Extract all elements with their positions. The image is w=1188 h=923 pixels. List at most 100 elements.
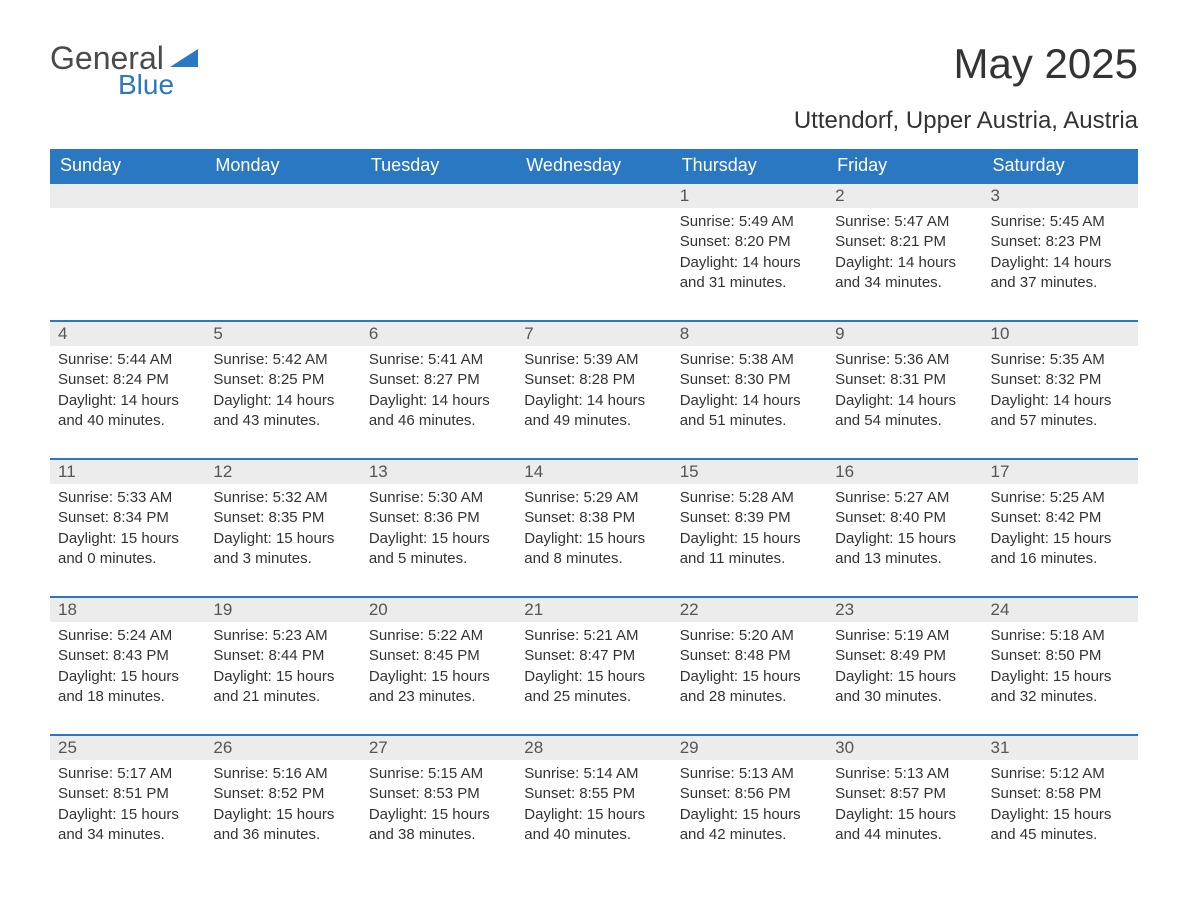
day-details: Sunrise: 5:30 AMSunset: 8:36 PMDaylight:… [361, 484, 516, 575]
day-number: 18 [50, 598, 205, 622]
calendar-day-cell: 24Sunrise: 5:18 AMSunset: 8:50 PMDayligh… [983, 597, 1138, 735]
calendar-day-cell: 18Sunrise: 5:24 AMSunset: 8:43 PMDayligh… [50, 597, 205, 735]
weekday-header: Monday [205, 149, 360, 183]
day-number: 3 [983, 184, 1138, 208]
day-number: 26 [205, 736, 360, 760]
calendar-day-cell: 30Sunrise: 5:13 AMSunset: 8:57 PMDayligh… [827, 735, 982, 873]
day-details: Sunrise: 5:20 AMSunset: 8:48 PMDaylight:… [672, 622, 827, 713]
calendar-week-row: 18Sunrise: 5:24 AMSunset: 8:43 PMDayligh… [50, 597, 1138, 735]
day-details: Sunrise: 5:45 AMSunset: 8:23 PMDaylight:… [983, 208, 1138, 299]
calendar-day-cell: 10Sunrise: 5:35 AMSunset: 8:32 PMDayligh… [983, 321, 1138, 459]
calendar-week-row: 25Sunrise: 5:17 AMSunset: 8:51 PMDayligh… [50, 735, 1138, 873]
day-number: 11 [50, 460, 205, 484]
calendar-day-cell: 8Sunrise: 5:38 AMSunset: 8:30 PMDaylight… [672, 321, 827, 459]
weekday-header-row: SundayMondayTuesdayWednesdayThursdayFrid… [50, 149, 1138, 183]
day-number: 10 [983, 322, 1138, 346]
calendar-day-cell: 3Sunrise: 5:45 AMSunset: 8:23 PMDaylight… [983, 183, 1138, 321]
day-details: Sunrise: 5:47 AMSunset: 8:21 PMDaylight:… [827, 208, 982, 299]
day-number [50, 184, 205, 208]
weekday-header: Wednesday [516, 149, 671, 183]
day-number [516, 184, 671, 208]
day-number: 5 [205, 322, 360, 346]
day-number: 2 [827, 184, 982, 208]
calendar-day-cell: 31Sunrise: 5:12 AMSunset: 8:58 PMDayligh… [983, 735, 1138, 873]
calendar-day-cell: 13Sunrise: 5:30 AMSunset: 8:36 PMDayligh… [361, 459, 516, 597]
day-details: Sunrise: 5:42 AMSunset: 8:25 PMDaylight:… [205, 346, 360, 437]
calendar-day-cell: 26Sunrise: 5:16 AMSunset: 8:52 PMDayligh… [205, 735, 360, 873]
weekday-header: Friday [827, 149, 982, 183]
day-details: Sunrise: 5:32 AMSunset: 8:35 PMDaylight:… [205, 484, 360, 575]
weekday-header: Saturday [983, 149, 1138, 183]
day-number: 22 [672, 598, 827, 622]
day-number: 30 [827, 736, 982, 760]
day-number: 20 [361, 598, 516, 622]
day-number: 6 [361, 322, 516, 346]
day-number: 1 [672, 184, 827, 208]
day-details: Sunrise: 5:19 AMSunset: 8:49 PMDaylight:… [827, 622, 982, 713]
day-details: Sunrise: 5:38 AMSunset: 8:30 PMDaylight:… [672, 346, 827, 437]
day-details [516, 208, 671, 218]
weekday-header: Thursday [672, 149, 827, 183]
calendar-day-cell: 5Sunrise: 5:42 AMSunset: 8:25 PMDaylight… [205, 321, 360, 459]
day-details: Sunrise: 5:12 AMSunset: 8:58 PMDaylight:… [983, 760, 1138, 851]
day-number: 4 [50, 322, 205, 346]
day-number: 29 [672, 736, 827, 760]
day-number: 21 [516, 598, 671, 622]
day-number: 7 [516, 322, 671, 346]
day-details [361, 208, 516, 218]
day-details: Sunrise: 5:33 AMSunset: 8:34 PMDaylight:… [50, 484, 205, 575]
calendar-day-cell: 17Sunrise: 5:25 AMSunset: 8:42 PMDayligh… [983, 459, 1138, 597]
day-number: 31 [983, 736, 1138, 760]
day-number: 23 [827, 598, 982, 622]
calendar-day-cell: 19Sunrise: 5:23 AMSunset: 8:44 PMDayligh… [205, 597, 360, 735]
day-details [50, 208, 205, 218]
calendar-day-cell: 4Sunrise: 5:44 AMSunset: 8:24 PMDaylight… [50, 321, 205, 459]
day-details: Sunrise: 5:27 AMSunset: 8:40 PMDaylight:… [827, 484, 982, 575]
logo-text-blue: Blue [118, 69, 198, 101]
day-number: 27 [361, 736, 516, 760]
weekday-header: Sunday [50, 149, 205, 183]
day-number: 19 [205, 598, 360, 622]
calendar-day-cell [50, 183, 205, 321]
day-number: 25 [50, 736, 205, 760]
page-title: May 2025 [954, 40, 1138, 88]
calendar-week-row: 1Sunrise: 5:49 AMSunset: 8:20 PMDaylight… [50, 183, 1138, 321]
day-details [205, 208, 360, 218]
day-number: 13 [361, 460, 516, 484]
calendar-day-cell: 23Sunrise: 5:19 AMSunset: 8:49 PMDayligh… [827, 597, 982, 735]
calendar-day-cell [205, 183, 360, 321]
day-number [361, 184, 516, 208]
calendar-day-cell: 6Sunrise: 5:41 AMSunset: 8:27 PMDaylight… [361, 321, 516, 459]
day-number: 28 [516, 736, 671, 760]
calendar-week-row: 4Sunrise: 5:44 AMSunset: 8:24 PMDaylight… [50, 321, 1138, 459]
calendar-day-cell: 15Sunrise: 5:28 AMSunset: 8:39 PMDayligh… [672, 459, 827, 597]
calendar-day-cell: 14Sunrise: 5:29 AMSunset: 8:38 PMDayligh… [516, 459, 671, 597]
day-details: Sunrise: 5:14 AMSunset: 8:55 PMDaylight:… [516, 760, 671, 851]
calendar-day-cell: 16Sunrise: 5:27 AMSunset: 8:40 PMDayligh… [827, 459, 982, 597]
calendar-day-cell: 28Sunrise: 5:14 AMSunset: 8:55 PMDayligh… [516, 735, 671, 873]
day-details: Sunrise: 5:41 AMSunset: 8:27 PMDaylight:… [361, 346, 516, 437]
calendar-day-cell: 1Sunrise: 5:49 AMSunset: 8:20 PMDaylight… [672, 183, 827, 321]
calendar-day-cell: 25Sunrise: 5:17 AMSunset: 8:51 PMDayligh… [50, 735, 205, 873]
day-details: Sunrise: 5:17 AMSunset: 8:51 PMDaylight:… [50, 760, 205, 851]
day-number: 15 [672, 460, 827, 484]
calendar-day-cell [361, 183, 516, 321]
calendar-day-cell: 12Sunrise: 5:32 AMSunset: 8:35 PMDayligh… [205, 459, 360, 597]
calendar-day-cell: 9Sunrise: 5:36 AMSunset: 8:31 PMDaylight… [827, 321, 982, 459]
day-details: Sunrise: 5:29 AMSunset: 8:38 PMDaylight:… [516, 484, 671, 575]
day-details: Sunrise: 5:18 AMSunset: 8:50 PMDaylight:… [983, 622, 1138, 713]
day-details: Sunrise: 5:13 AMSunset: 8:57 PMDaylight:… [827, 760, 982, 851]
calendar-day-cell: 2Sunrise: 5:47 AMSunset: 8:21 PMDaylight… [827, 183, 982, 321]
day-details: Sunrise: 5:39 AMSunset: 8:28 PMDaylight:… [516, 346, 671, 437]
calendar-day-cell: 29Sunrise: 5:13 AMSunset: 8:56 PMDayligh… [672, 735, 827, 873]
calendar-day-cell: 11Sunrise: 5:33 AMSunset: 8:34 PMDayligh… [50, 459, 205, 597]
day-number: 14 [516, 460, 671, 484]
day-details: Sunrise: 5:16 AMSunset: 8:52 PMDaylight:… [205, 760, 360, 851]
day-details: Sunrise: 5:44 AMSunset: 8:24 PMDaylight:… [50, 346, 205, 437]
day-number: 8 [672, 322, 827, 346]
calendar-day-cell: 21Sunrise: 5:21 AMSunset: 8:47 PMDayligh… [516, 597, 671, 735]
calendar-day-cell [516, 183, 671, 321]
day-details: Sunrise: 5:24 AMSunset: 8:43 PMDaylight:… [50, 622, 205, 713]
day-details: Sunrise: 5:15 AMSunset: 8:53 PMDaylight:… [361, 760, 516, 851]
calendar-day-cell: 7Sunrise: 5:39 AMSunset: 8:28 PMDaylight… [516, 321, 671, 459]
